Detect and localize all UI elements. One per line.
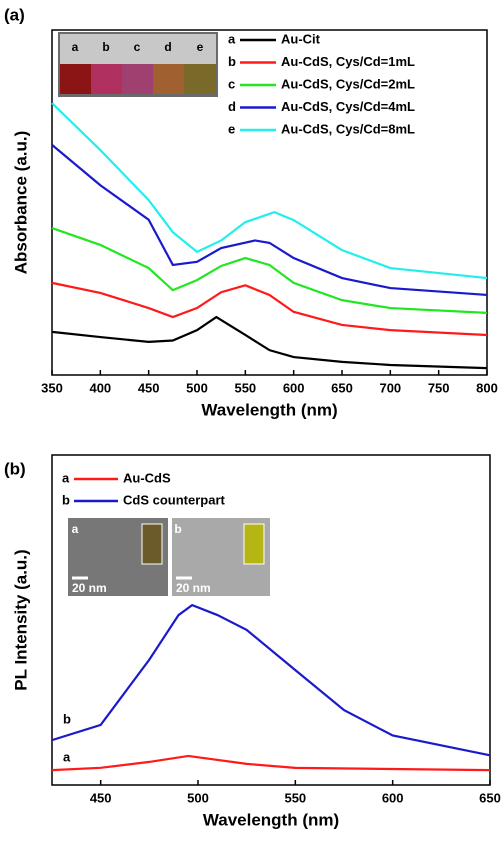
vial-tops <box>60 34 216 64</box>
legend-label: Au-CdS, Cys/Cd=2mL <box>281 76 415 91</box>
x-tick-label: 650 <box>331 380 353 395</box>
data-line <box>51 603 491 757</box>
legend-letter: b <box>228 54 236 69</box>
x-axis-label: Wavelength (nm) <box>201 400 337 419</box>
inset-label: b <box>102 40 109 54</box>
x-tick-label: 500 <box>186 380 208 395</box>
data-line <box>51 226 488 314</box>
data-line <box>51 144 488 297</box>
legend-label: Au-CdS, Cys/Cd=4mL <box>281 99 415 114</box>
x-tick-label: 450 <box>138 380 160 395</box>
plot-frame <box>51 29 488 376</box>
data-line <box>51 102 488 280</box>
legend-letter: a <box>228 31 236 46</box>
data-line <box>51 754 491 772</box>
inset-label: a <box>72 40 79 54</box>
x-tick-label: 450 <box>90 790 112 805</box>
panel-label: (b) <box>4 459 26 478</box>
x-tick-label: 500 <box>187 790 209 805</box>
data-line <box>51 315 488 370</box>
vial <box>243 523 265 565</box>
legend-label: Au-Cit <box>281 31 321 46</box>
legend-label: Au-CdS, Cys/Cd=1mL <box>281 54 415 69</box>
vial <box>122 64 153 94</box>
vial <box>91 64 122 94</box>
x-tick-label: 550 <box>284 790 306 805</box>
data-line <box>51 281 488 337</box>
legend-letter: e <box>228 121 235 136</box>
inset-label: c <box>134 40 141 54</box>
inset-label: e <box>197 40 204 54</box>
x-tick-label: 600 <box>382 790 404 805</box>
inset-label: b <box>174 522 181 536</box>
vial <box>60 64 91 94</box>
legend-letter: a <box>62 470 70 485</box>
inset-label: a <box>72 522 79 536</box>
inset-label: d <box>164 40 171 54</box>
plot-frame <box>51 454 491 786</box>
y-axis-label: PL Intensity (a.u.) <box>11 549 30 690</box>
x-tick-label: 650 <box>479 790 501 805</box>
scale-bar-label: 20 nm <box>176 581 211 595</box>
curve-label: b <box>63 711 71 726</box>
x-tick-label: 550 <box>234 380 256 395</box>
x-tick-label: 700 <box>379 380 401 395</box>
legend-label: CdS counterpart <box>123 492 226 507</box>
curve-label: a <box>63 749 71 764</box>
x-tick-label: 750 <box>428 380 450 395</box>
vial <box>153 64 184 94</box>
y-axis-label: Absorbance (a.u.) <box>11 131 30 275</box>
legend-label: Au-CdS, Cys/Cd=8mL <box>281 121 415 136</box>
x-tick-label: 800 <box>476 380 498 395</box>
legend-label: Au-CdS <box>123 470 171 485</box>
panel-label: (a) <box>4 5 25 24</box>
legend-letter: d <box>228 99 236 114</box>
vial <box>184 64 216 94</box>
x-tick-label: 350 <box>41 380 63 395</box>
legend-letter: b <box>62 492 70 507</box>
x-tick-label: 400 <box>89 380 111 395</box>
x-tick-label: 600 <box>283 380 305 395</box>
scale-bar-label: 20 nm <box>72 581 107 595</box>
legend-letter: c <box>228 76 235 91</box>
vial <box>141 523 163 565</box>
x-axis-label: Wavelength (nm) <box>203 810 339 829</box>
